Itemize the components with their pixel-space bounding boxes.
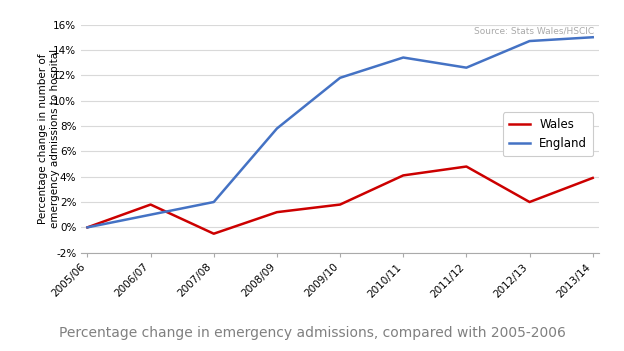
Wales	[399, 173, 407, 178]
Text: Percentage change in emergency admissions, compared with 2005-2006: Percentage change in emergency admission…	[59, 326, 565, 340]
Line: Wales: Wales	[87, 166, 593, 234]
Wales	[336, 203, 344, 207]
Y-axis label: Percentage change in number of
emergency admissions to hospital: Percentage change in number of emergency…	[38, 49, 60, 228]
Wales	[210, 232, 218, 236]
England	[273, 126, 281, 131]
Text: Source: Stats Wales/HSCIC: Source: Stats Wales/HSCIC	[474, 27, 594, 36]
Wales	[589, 176, 597, 180]
England	[84, 225, 91, 230]
England	[526, 39, 534, 43]
England	[462, 66, 470, 70]
England	[589, 35, 597, 39]
Wales	[147, 203, 154, 207]
England	[210, 200, 218, 204]
England	[147, 213, 154, 217]
Wales	[84, 225, 91, 230]
Wales	[273, 210, 281, 214]
Line: England: England	[87, 37, 593, 227]
Wales	[462, 164, 470, 168]
England	[399, 55, 407, 60]
Wales	[526, 200, 534, 204]
England	[336, 76, 344, 80]
Legend: Wales, England: Wales, England	[503, 112, 593, 156]
